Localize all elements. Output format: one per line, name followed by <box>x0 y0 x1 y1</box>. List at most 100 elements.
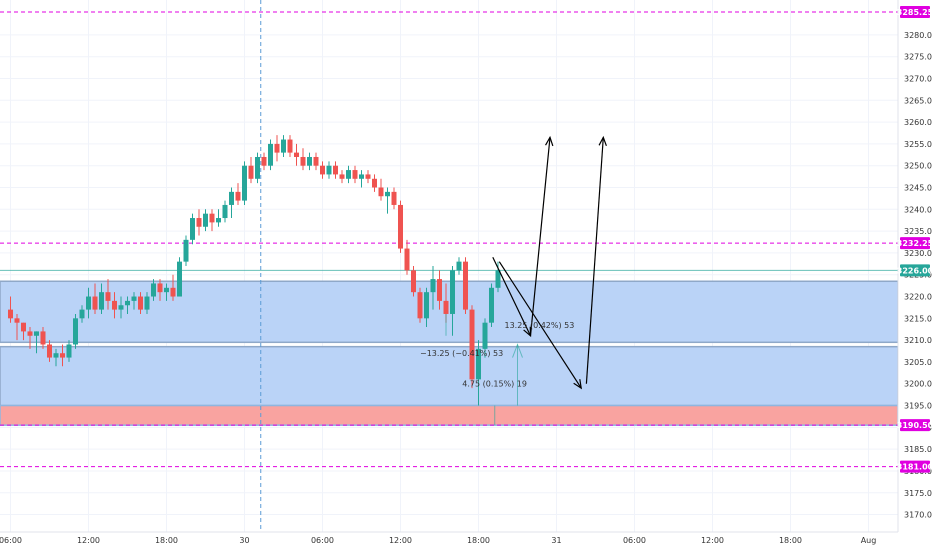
candle-body <box>424 292 429 319</box>
price-badge-text: 3285.25 <box>897 8 932 17</box>
candle-body <box>66 344 72 358</box>
candle-body <box>482 322 488 349</box>
candle-body <box>346 170 351 179</box>
candle-body <box>268 143 273 166</box>
time-tick-label: 06:00 <box>623 536 646 545</box>
time-tick-label: 18:00 <box>155 536 178 545</box>
candle-body <box>144 296 150 310</box>
candle-body <box>209 213 215 223</box>
candle-body <box>27 331 33 336</box>
price-tick-label: 3260.00 <box>904 118 932 127</box>
arrow-up-long <box>585 137 604 384</box>
candle-body <box>469 309 475 380</box>
candles <box>8 135 501 406</box>
candle-body <box>476 348 481 380</box>
candle-body <box>118 305 124 310</box>
price-badge-text: 3226.00 <box>897 266 932 275</box>
candle-body <box>157 283 163 293</box>
candle-body <box>60 353 65 358</box>
candle-body <box>430 279 436 293</box>
candle-body <box>177 261 182 297</box>
axis-corner <box>898 532 932 550</box>
candle-body <box>307 156 312 166</box>
candle-body <box>190 218 195 240</box>
candle-body <box>125 300 130 306</box>
measure-label: 13.25 (0.42%) 53 <box>505 321 575 330</box>
candle-body <box>21 322 26 332</box>
price-tick-label: 3235.00 <box>904 227 932 236</box>
candle-body <box>463 261 468 310</box>
candle-body <box>333 165 338 175</box>
candle-body <box>203 213 208 227</box>
candle-body <box>196 218 202 227</box>
price-badge-3190.50 <box>900 419 930 432</box>
candle-body <box>398 204 403 249</box>
candle-body <box>352 170 358 179</box>
price-tick-label: 3240.00 <box>904 205 932 214</box>
candle-body <box>8 309 13 319</box>
price-badge-3285.25 <box>900 5 930 18</box>
candle-body <box>320 165 325 175</box>
candle-body <box>417 292 423 319</box>
candle-body <box>281 139 286 153</box>
price-badge-3226.00 <box>900 264 930 277</box>
price-badge-3232.25 <box>900 237 930 250</box>
candle-body <box>73 318 78 345</box>
candle-body <box>378 187 384 197</box>
zones <box>0 280 899 426</box>
candle-body <box>385 191 390 197</box>
measure-label: −13.25 (−0.41%) 53 <box>420 349 503 358</box>
candle-body <box>105 292 111 301</box>
candle-body <box>261 156 267 166</box>
price-tick-label: 3210.00 <box>904 336 932 345</box>
price-tick-label: 3280.00 <box>904 31 932 40</box>
candle-body <box>248 165 254 179</box>
candle-body <box>235 191 241 201</box>
candle-body <box>495 270 501 288</box>
time-tick-label: 31 <box>551 536 561 545</box>
price-tick-label: 3200.00 <box>904 380 932 389</box>
time-axis-bg <box>0 532 932 550</box>
candle-body <box>365 174 371 179</box>
candle-body <box>222 204 228 219</box>
candle-body <box>151 283 156 297</box>
candle-body <box>86 296 91 310</box>
candle-body <box>404 248 410 271</box>
annotations: 13.25 (0.42%) 53 −13.25 (−0.41%) 53 4.75 (… <box>420 313 575 426</box>
candle-body <box>112 300 117 310</box>
candle-body <box>99 292 104 310</box>
zone-blue-1 <box>0 345 899 407</box>
price-tick-label: 3275.00 <box>904 53 932 62</box>
candle-body <box>450 270 455 314</box>
candle-body <box>372 178 377 188</box>
price-tick-label: 3215.00 <box>904 314 932 323</box>
candle-body <box>47 344 52 358</box>
price-tick-label: 3230.00 <box>904 249 932 258</box>
zone-blue-0 <box>0 280 899 344</box>
time-axis[interactable]: 06:00 12:00 18:00 30 06:00 12:00 18:00 31 06:00 1… <box>0 531 932 550</box>
price-tick-label: 3255.00 <box>904 140 932 149</box>
price-badge-3181.00 <box>900 460 930 473</box>
measure-arrow-up <box>512 343 523 358</box>
time-tick-label: 06:00 <box>311 536 334 545</box>
candle-body <box>131 296 137 301</box>
candle-body <box>456 261 462 271</box>
price-badge-text: 3190.50 <box>897 421 932 430</box>
candle-body <box>164 287 169 293</box>
price-badges: 3285.25 3232.25 3226.00 3190.50 3181.00 <box>897 5 932 473</box>
candle-body <box>339 174 345 179</box>
candle-body <box>294 152 299 157</box>
candle-body <box>229 191 234 205</box>
candle-body <box>183 239 189 262</box>
candle-body <box>216 218 221 223</box>
candle-body <box>443 300 449 314</box>
candle-body <box>489 287 494 323</box>
candle-body <box>287 139 293 153</box>
time-tick-label: 18:00 <box>467 536 490 545</box>
arrow-up-long-head <box>598 135 607 147</box>
candle-body <box>14 318 20 323</box>
zone-red-2 <box>0 404 899 426</box>
price-tick-label: 3175.00 <box>904 489 932 498</box>
